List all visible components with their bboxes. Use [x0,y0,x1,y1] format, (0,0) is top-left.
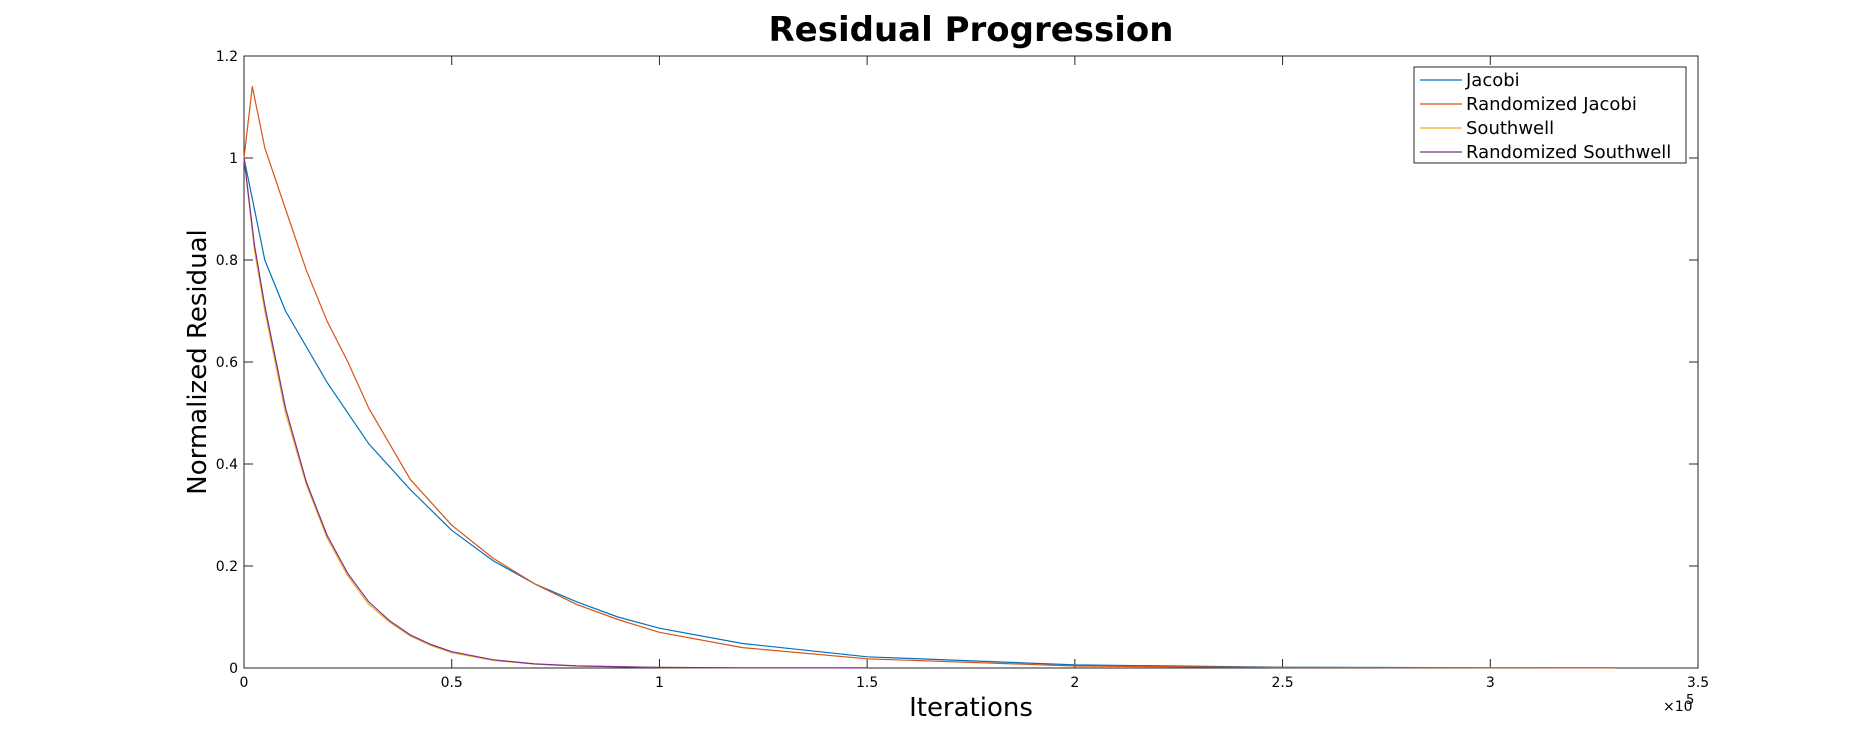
legend-label: Randomized Jacobi [1466,94,1637,115]
x-axis-label: Iterations [909,693,1033,723]
y-tick-label: 1.2 [216,49,238,65]
y-tick-label: 0.8 [216,253,238,269]
legend-label: Southwell [1466,118,1554,139]
legend-label: Randomized Southwell [1466,142,1671,163]
x-tick-label: 0 [240,675,249,691]
y-tick-label: 0.2 [216,559,238,575]
y-tick-label: 0.6 [216,355,238,371]
series-line-0 [243,157,1615,669]
x-tick-label: 2.5 [1271,675,1293,691]
axis-ticks: 0 0.5 1 1.5 2 2.5 3 3.5 0 0.2 0.4 0.6 0.8 1 1.2 [216,49,1709,691]
y-tick-label: 0 [229,661,238,677]
series-line-1 [243,85,1615,669]
legend-label: Jacobi [1465,70,1520,91]
x-exponent-power: 5 [1686,693,1694,708]
x-tick-label: 3 [1486,675,1495,691]
chart-title: Residual Progression [768,10,1173,50]
y-tick-label: 1 [229,151,238,167]
x-tick-label: 1 [655,675,664,691]
y-tick-label: 0.4 [216,457,238,473]
x-exponent: ×10 5 [1663,693,1694,715]
x-tick-label: 1.5 [856,675,878,691]
x-tick-label: 3.5 [1687,675,1709,691]
series-lines [243,85,1615,669]
legend: Jacobi Randomized Jacobi Southwell Randomiz… [1413,66,1687,164]
y-axis-label: Normalized Residual [183,229,213,495]
x-tick-label: 0.5 [441,675,463,691]
series-line-3 [243,157,868,669]
x-tick-label: 2 [1070,675,1079,691]
x-exponent-base: ×10 [1663,699,1693,715]
legend-box [1413,66,1687,164]
